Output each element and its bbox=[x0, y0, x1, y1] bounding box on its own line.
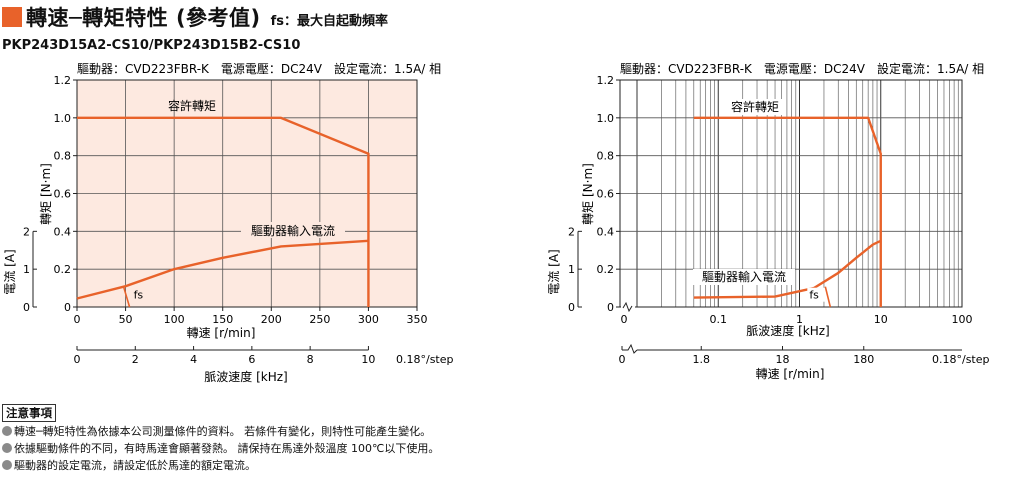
current-tick-label: 1 bbox=[23, 263, 30, 276]
rpm-tick-label: 0 bbox=[619, 353, 626, 366]
rpm-axis-unit: 0.18°/step bbox=[932, 353, 990, 366]
x-tick-label: 0 bbox=[621, 313, 628, 326]
series-line bbox=[693, 239, 882, 299]
section-marker-icon bbox=[2, 7, 22, 27]
note-text: 驅動器的設定電流，請設定低於馬達的額定電流。 bbox=[14, 458, 256, 472]
pulse-tick-label: 4 bbox=[190, 353, 197, 366]
current-axis-label: 電流 [A] bbox=[3, 249, 17, 294]
pulse-tick-label: 2 bbox=[132, 353, 139, 366]
fs-marker bbox=[122, 286, 131, 308]
current-tick-label: 2 bbox=[23, 225, 30, 238]
note-text: 轉速─轉矩特性為依據本公司測量條件的資料。 若條件有變化，則特性可能產生變化。 bbox=[14, 424, 432, 438]
current-tick-label: 2 bbox=[568, 225, 575, 238]
section-header: 轉速─轉矩特性 (參考值) fs：最大自起動頻率 bbox=[0, 2, 388, 32]
pulse-axis-label: 脈波速度 [kHz] bbox=[204, 369, 287, 384]
y-tick-label: 0 bbox=[607, 301, 614, 314]
pulse-tick-label: 0 bbox=[74, 353, 81, 366]
series-line bbox=[77, 116, 370, 307]
series-label: 容許轉矩 bbox=[168, 98, 216, 113]
note-item: 轉速─轉矩特性為依據本公司測量條件的資料。 若條件有變化，則特性可能產生變化。 bbox=[2, 422, 439, 439]
current-tick-label: 1 bbox=[568, 263, 575, 276]
series-label: 驅動器輸入電流 bbox=[702, 269, 786, 284]
y-tick-label: 0.2 bbox=[54, 263, 72, 276]
y-tick-label: 0.8 bbox=[54, 150, 72, 163]
pulse-tick-label: 10 bbox=[361, 353, 375, 366]
x-tick-label: 350 bbox=[407, 313, 428, 326]
pulse-tick-label: 8 bbox=[307, 353, 314, 366]
current-axis-label: 電流 [A] bbox=[547, 249, 561, 294]
x-tick-label: 0 bbox=[74, 313, 81, 326]
chart-info: 驅動器：CVD223FBR-K 電源電壓：DC24V 設定電流：1.5A/ 相 bbox=[77, 61, 441, 76]
y-tick-label: 0.4 bbox=[597, 225, 615, 238]
y-tick-label: 1.2 bbox=[597, 74, 615, 87]
y-tick-label: 1.0 bbox=[54, 112, 72, 125]
series-label: 容許轉矩 bbox=[731, 99, 779, 114]
x-tick-label: 150 bbox=[212, 313, 233, 326]
rpm-tick-label: 18 bbox=[776, 353, 790, 366]
y-tick-label: 0.2 bbox=[597, 263, 615, 276]
fs-label: fs bbox=[134, 289, 144, 302]
series-line bbox=[76, 239, 369, 300]
x-axis-label: 轉速 [r/min] bbox=[187, 326, 256, 340]
x-tick-label: 100 bbox=[164, 313, 185, 326]
fs-marker bbox=[824, 286, 832, 308]
pulse-tick-label: 6 bbox=[248, 353, 255, 366]
note-text: 依據驅動條件的不同，有時馬達會顯著發熱。 請保持在馬達外殼溫度 100℃以下使用… bbox=[14, 441, 440, 455]
x-tick-label: 1 bbox=[796, 313, 803, 326]
section-title: 轉速─轉矩特性 (參考值) bbox=[26, 6, 261, 30]
y-axis-label: 轉矩 [N·m] bbox=[581, 163, 595, 225]
x-axis-label: 脈波速度 [kHz] bbox=[746, 323, 829, 338]
x-tick-label: 100 bbox=[952, 313, 973, 326]
chart-info: 驅動器：CVD223FBR-K 電源電壓：DC24V 設定電流：1.5A/ 相 bbox=[620, 61, 984, 76]
y-tick-label: 0.6 bbox=[54, 188, 72, 201]
current-tick-label: 0 bbox=[568, 301, 575, 314]
y-tick-label: 0.8 bbox=[597, 150, 615, 163]
fs-label: fs bbox=[809, 289, 819, 302]
rpm-tick-label: 180 bbox=[853, 353, 874, 366]
bullet-icon bbox=[2, 425, 12, 436]
series-line bbox=[693, 116, 882, 307]
notes-section: 注意事項 轉速─轉矩特性為依據本公司測量條件的資料。 若條件有變化，則特性可能產… bbox=[2, 404, 439, 473]
series-label-bg bbox=[726, 99, 784, 115]
y-tick-label: 1.0 bbox=[597, 112, 615, 125]
y-tick-label: 0.4 bbox=[54, 225, 72, 238]
y-tick-label: 1.2 bbox=[54, 74, 72, 87]
y-axis-label: 轉矩 [N·m] bbox=[39, 163, 53, 225]
axis-break-icon bbox=[622, 301, 633, 313]
x-tick-label: 10 bbox=[874, 313, 888, 326]
bullet-icon bbox=[2, 442, 12, 453]
rpm-axis-label: 轉速 [r/min] bbox=[756, 367, 825, 381]
current-tick-label: 0 bbox=[23, 301, 30, 314]
rpm-tick-label: 1.8 bbox=[693, 353, 711, 366]
y-tick-label: 0 bbox=[64, 301, 71, 314]
x-tick-label: 0.1 bbox=[710, 313, 728, 326]
series-label-bg bbox=[241, 222, 345, 238]
notes-title: 注意事項 bbox=[2, 404, 56, 422]
fs-label-bg bbox=[807, 287, 826, 302]
note-item: 依據驅動條件的不同，有時馬達會顯著發熱。 請保持在馬達外殼溫度 100℃以下使用… bbox=[2, 439, 439, 456]
note-item: 驅動器的設定電流，請設定低於馬達的額定電流。 bbox=[2, 456, 439, 473]
axis-break-icon bbox=[622, 343, 638, 354]
bullet-icon bbox=[2, 459, 12, 470]
y-tick-label: 0.6 bbox=[597, 188, 615, 201]
x-tick-label: 50 bbox=[119, 313, 133, 326]
series-label: 驅動器輸入電流 bbox=[251, 223, 335, 238]
x-tick-label: 300 bbox=[358, 313, 379, 326]
x-tick-label: 200 bbox=[261, 313, 282, 326]
series-label-bg bbox=[693, 269, 795, 285]
section-subtitle: fs：最大自起動頻率 bbox=[270, 13, 389, 29]
model-number: PKP243D15A2-CS10/PKP243D15B2-CS10 bbox=[2, 38, 301, 53]
pulse-axis-unit: 0.18°/step bbox=[396, 353, 454, 366]
x-tick-label: 250 bbox=[309, 313, 330, 326]
